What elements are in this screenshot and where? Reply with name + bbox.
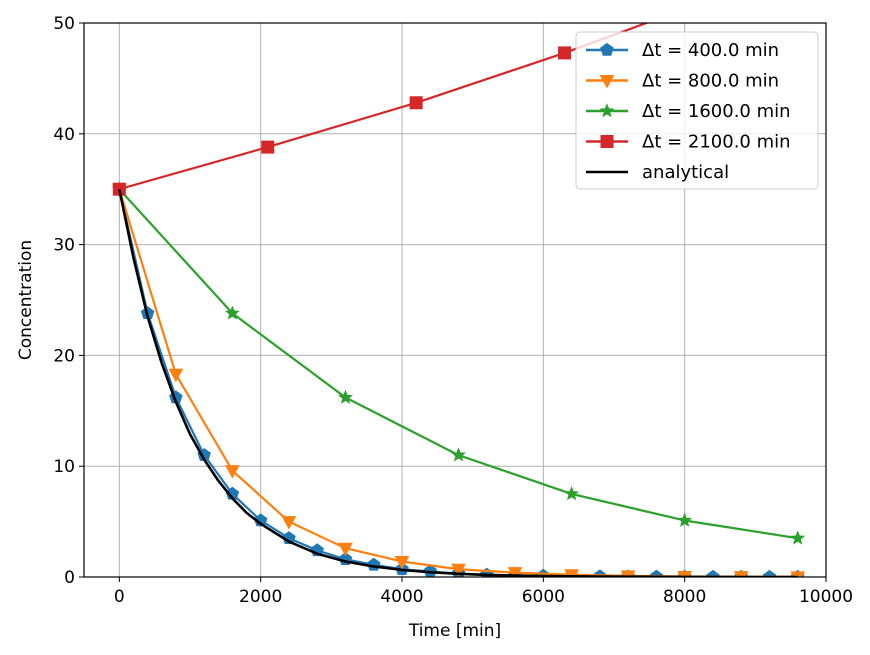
data-point bbox=[338, 542, 353, 557]
data-point bbox=[762, 569, 777, 577]
legend-label: Δt = 400.0 min bbox=[642, 40, 779, 61]
x-tick-label: 0 bbox=[114, 587, 125, 607]
data-point bbox=[558, 46, 572, 60]
data-point bbox=[451, 563, 466, 577]
legend-item: Δt = 2100.0 min bbox=[586, 132, 791, 153]
legend-item: Δt = 800.0 min bbox=[586, 71, 779, 92]
legend-item: Δt = 400.0 min bbox=[586, 40, 779, 61]
legend-box bbox=[575, 31, 819, 190]
x-tick-label: 10000 bbox=[799, 587, 853, 607]
data-point bbox=[677, 512, 693, 527]
data-point bbox=[281, 516, 297, 530]
y-tick-label: 10 bbox=[53, 457, 75, 477]
x-axis-label: Time [min] bbox=[408, 621, 501, 641]
legend-marker bbox=[599, 75, 615, 89]
legend-items: Δt = 400.0 min Δt = 800.0 min Δt = 1600.0 … bbox=[586, 40, 791, 183]
y-tick-label: 20 bbox=[53, 346, 75, 366]
legend-label: Δt = 1600.0 min bbox=[642, 101, 791, 122]
data-point bbox=[261, 140, 275, 154]
y-axis-label: Concentration bbox=[16, 240, 36, 360]
data-point bbox=[337, 389, 353, 404]
data-point bbox=[394, 555, 410, 570]
y-tick-label: 40 bbox=[53, 125, 75, 145]
data-point bbox=[706, 569, 720, 577]
data-point bbox=[409, 96, 423, 110]
y-tick-label: 50 bbox=[53, 14, 75, 34]
data-point bbox=[564, 486, 580, 501]
data-point bbox=[507, 567, 523, 577]
legend-label: Δt = 800.0 min bbox=[642, 71, 779, 92]
legend-marker bbox=[599, 103, 615, 118]
data-point bbox=[451, 447, 467, 462]
legend-marker bbox=[600, 42, 614, 56]
data-point bbox=[224, 305, 240, 320]
x-tick-label: 2000 bbox=[239, 587, 282, 607]
x-tick-label: 4000 bbox=[380, 587, 423, 607]
legend-item: analytical bbox=[586, 162, 729, 183]
legend-label: Δt = 2100.0 min bbox=[642, 132, 791, 153]
y-tick-label: 30 bbox=[53, 236, 75, 256]
y-tick-label: 0 bbox=[64, 568, 75, 588]
x-tick-label: 6000 bbox=[522, 587, 565, 607]
legend-label: analytical bbox=[642, 162, 729, 183]
legend-item: Δt = 1600.0 min bbox=[586, 101, 791, 122]
data-point bbox=[733, 571, 749, 577]
data-point bbox=[225, 465, 240, 479]
plot-area-frame bbox=[83, 22, 827, 578]
x-tick-label: 8000 bbox=[663, 587, 706, 607]
data-point bbox=[790, 530, 806, 545]
data-point bbox=[168, 368, 184, 383]
axis-ticks: 0 2000 4000 6000 8000 10000 0 10 20 30 40 50 bbox=[53, 14, 853, 607]
legend: Δt = 400.0 min Δt = 800.0 min Δt = 1600.0 … bbox=[575, 31, 819, 190]
legend-marker bbox=[600, 135, 614, 148]
